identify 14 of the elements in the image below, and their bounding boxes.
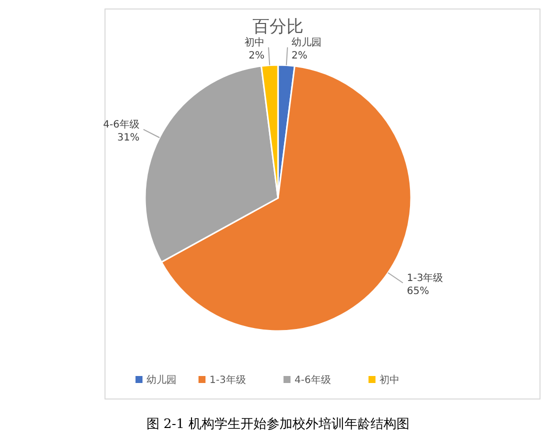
- caption: 图 2-1 机构学生开始参加校外培训年龄结构图: [146, 417, 410, 432]
- slice-label: 初中: [244, 36, 265, 48]
- data-label: 65%: [406, 286, 430, 297]
- chart-title: 百分比: [252, 17, 304, 37]
- data-label: 2%: [248, 50, 265, 62]
- slice-label: 幼儿园: [291, 36, 322, 48]
- data-label: 2%: [291, 50, 308, 62]
- data-label: 31%: [117, 132, 140, 144]
- legend-label: 初中: [380, 374, 400, 386]
- legend-label: 4-6年级: [294, 374, 331, 386]
- slice-label: 1-3年级: [406, 272, 444, 284]
- legend-label: 幼儿园: [146, 374, 176, 386]
- legend-label: 1-3年级: [210, 374, 246, 386]
- slice-label: 4-6年级: [103, 118, 140, 130]
